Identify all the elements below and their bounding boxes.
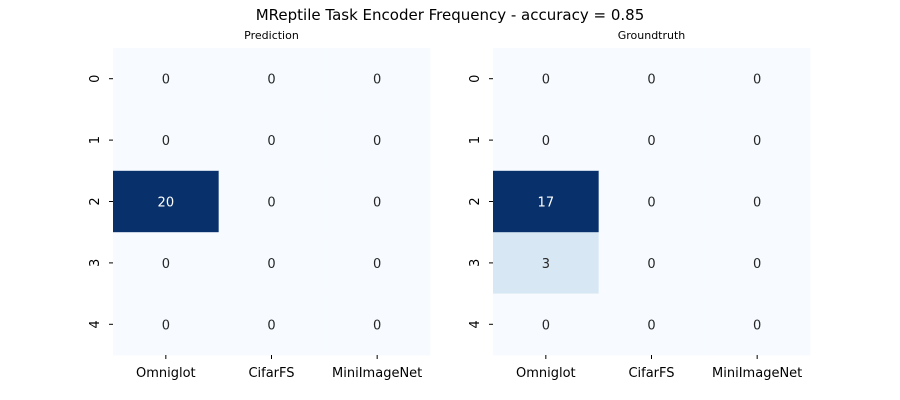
- cell-value-label: 0: [753, 134, 761, 149]
- cell-value-label: 0: [373, 73, 381, 88]
- x-tick-label: MiniImageNet: [712, 366, 802, 381]
- heatmap-cell: [598, 109, 705, 172]
- y-tick-label: 3: [468, 259, 483, 267]
- heatmap-cell: [493, 170, 600, 233]
- y-tick-label: 0: [468, 75, 483, 83]
- cell-value-label: 0: [542, 318, 550, 333]
- cell-value-label: 0: [647, 196, 655, 211]
- cell-value-label: 0: [267, 257, 275, 272]
- y-tick-label: 4: [468, 320, 483, 328]
- heatmap-cell: [324, 109, 431, 172]
- heatmap-cell: [493, 109, 600, 172]
- cell-value-label: 0: [162, 134, 170, 149]
- cell-value-label: 0: [162, 257, 170, 272]
- cell-value-label: 0: [753, 196, 761, 211]
- x-tick-label: Omniglot: [516, 366, 576, 381]
- cell-value-label: 0: [542, 134, 550, 149]
- x-tick-label: MiniImageNet: [332, 366, 422, 381]
- heatmap-cell: [493, 232, 600, 295]
- heatmap-cell: [704, 48, 811, 110]
- heatmap-cell: [113, 293, 220, 356]
- heatmap-cell: [218, 109, 325, 172]
- cell-value-label: 0: [267, 196, 275, 211]
- heatmap-cell: [218, 48, 325, 110]
- heatmap-cell: [218, 170, 325, 233]
- cell-value-label: 0: [267, 73, 275, 88]
- groundtruth-heatmap: Groundtruth 0 0 0 0 0 0 17 0 0 3 0 0 0 0 0 0 1 2 3 4 Omniglot…: [468, 29, 811, 381]
- cell-value-label: 0: [267, 318, 275, 333]
- cell-value-label: 0: [267, 134, 275, 149]
- cell-value-label: 0: [373, 318, 381, 333]
- cell-value-label: 17: [538, 196, 555, 211]
- cell-value-label: 0: [542, 73, 550, 88]
- y-tick-label: 1: [468, 136, 483, 144]
- cell-value-label: 0: [162, 318, 170, 333]
- cell-value-label: 0: [373, 134, 381, 149]
- y-tick-label: 4: [88, 320, 103, 328]
- y-tick-label: 2: [88, 197, 103, 205]
- figure-title: MReptile Task Encoder Frequency - accura…: [256, 6, 645, 24]
- heatmap-cell: [113, 232, 220, 295]
- heatmap-cell: [704, 293, 811, 356]
- heatmap-cell: [218, 232, 325, 295]
- y-tick-label: 1: [88, 136, 103, 144]
- cell-value-label: 0: [647, 257, 655, 272]
- heatmap-cell: [493, 48, 600, 110]
- heatmap-cell: [598, 293, 705, 356]
- cell-value-label: 0: [373, 196, 381, 211]
- cell-value-label: 0: [753, 73, 761, 88]
- y-tick-label: 2: [468, 197, 483, 205]
- cell-value-label: 20: [158, 196, 175, 211]
- prediction-heatmap: Prediction 0 0 0 0 0 0 20 0 0 0 0 0 0 0 0 0 1 2 3 4 Omniglot C…: [88, 29, 431, 381]
- heatmap-cell: [324, 293, 431, 356]
- heatmap-cell: [324, 232, 431, 295]
- cell-value-label: 0: [647, 134, 655, 149]
- heatmap-cell: [704, 170, 811, 233]
- heatmap-cell: [493, 293, 600, 356]
- heatmap-cell: [598, 48, 705, 110]
- heatmap-cell: [598, 232, 705, 295]
- y-tick-label: 0: [88, 75, 103, 83]
- cell-value-label: 0: [753, 257, 761, 272]
- heatmap-cell: [704, 109, 811, 172]
- heatmap-cell: [218, 293, 325, 356]
- y-tick-label: 3: [88, 259, 103, 267]
- cell-value-label: 0: [162, 73, 170, 88]
- heatmap-cell: [113, 48, 220, 110]
- heatmap-cell: [324, 48, 431, 110]
- x-tick-label: CifarFS: [248, 366, 294, 381]
- cell-value-label: 0: [647, 318, 655, 333]
- x-tick-label: CifarFS: [628, 366, 674, 381]
- heatmap-cell: [113, 170, 220, 233]
- cell-value-label: 3: [542, 257, 550, 272]
- panel-title: Prediction: [244, 29, 299, 42]
- panel-title: Groundtruth: [618, 29, 686, 42]
- x-tick-label: Omniglot: [136, 366, 196, 381]
- heatmap-cell: [704, 232, 811, 295]
- cell-value-label: 0: [373, 257, 381, 272]
- heatmap-cell: [113, 109, 220, 172]
- heatmap-cell: [598, 170, 705, 233]
- cell-value-label: 0: [753, 318, 761, 333]
- heatmap-cell: [324, 170, 431, 233]
- cell-value-label: 0: [647, 73, 655, 88]
